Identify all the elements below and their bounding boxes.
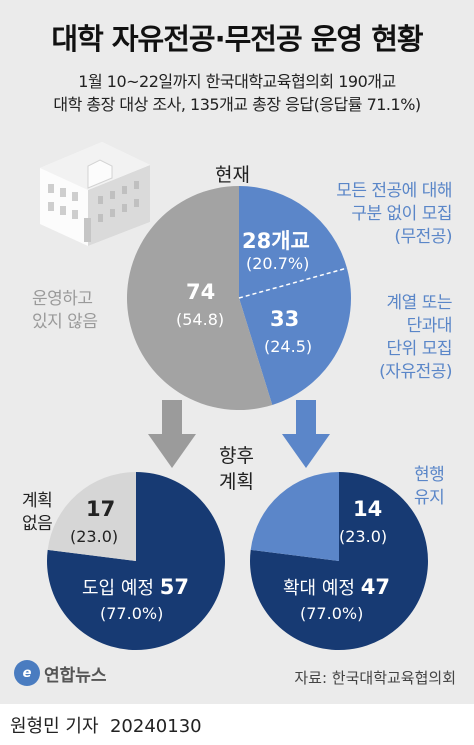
- subtitle-line-2: 대학 총장 대상 조사, 135개교 총장 응답(응답률 71.1%): [53, 95, 421, 114]
- pie-slice-0-0: [239, 186, 347, 298]
- charts-svg: [40, 142, 428, 651]
- university-building-icon: [40, 142, 150, 246]
- slice-introduce-text: 도입 예정 57: [82, 575, 189, 599]
- slice-not-operating-value: 74: [186, 280, 216, 304]
- slice-jayujeongong-pct: (24.5): [264, 337, 313, 356]
- pie-slice-0-2: [126, 186, 273, 410]
- slice-maintain-pct: (23.0): [339, 527, 388, 546]
- pie-slice-1-1: [47, 472, 136, 561]
- page-title: 대학 자유전공·무전공 운영 현황: [51, 22, 423, 56]
- logo-text: 연합뉴스: [44, 665, 107, 686]
- slice-mujeongong-desc: 모든 전공에 대해 구분 없이 모집 (무전공): [336, 181, 452, 247]
- slice-no-plan-pct: (23.0): [70, 527, 119, 546]
- slice-jayujeongong-desc: 계열 또는 단과대 단위 모집 (자유전공): [379, 293, 452, 382]
- reporter-credit: 원형민 기자 20240130: [10, 716, 202, 737]
- arrow-down-right: [282, 400, 330, 468]
- slice-introduce-pct: (77.0%): [100, 604, 164, 623]
- footer-bar: [0, 704, 474, 745]
- future-plan-pie-right: [250, 472, 428, 651]
- arrow-down-left: [148, 400, 196, 468]
- slice-maintain-desc: 현행 유지: [414, 465, 445, 508]
- slice-no-plan-desc: 계획 없음: [22, 491, 53, 534]
- slice-expand-pct: (77.0%): [300, 604, 364, 623]
- pie-slice-2-1: [250, 472, 339, 561]
- slice-no-plan-value: 17: [86, 497, 116, 521]
- current-status-pie: [126, 186, 351, 410]
- label-future: 향후 계획: [219, 445, 254, 493]
- subtitle-line-1: 1월 10~22일까지 한국대학교육협의회 190개교: [78, 72, 396, 91]
- source-note: 자료: 한국대학교육협의회: [294, 669, 456, 687]
- slice-mujeongong-value: 28개교: [242, 229, 310, 253]
- slice-not-operating-pct: (54.8): [176, 310, 225, 329]
- slice-jayujeongong-value: 33: [270, 307, 300, 331]
- future-plan-pie-left: [46, 472, 225, 651]
- slice-not-operating-desc: 운영하고 있지 않음: [32, 289, 98, 332]
- yonhap-logo: e 연합뉴스: [14, 660, 107, 686]
- logo-mark-icon: e: [14, 660, 40, 686]
- slice-divider-line: [238, 267, 348, 299]
- slice-mujeongong-pct: (20.7%): [246, 254, 310, 273]
- label-now: 현재: [215, 164, 250, 186]
- slice-expand-text: 확대 예정 47: [283, 575, 390, 599]
- slice-maintain-value: 14: [353, 497, 383, 521]
- pie-slice-0-1: [239, 268, 351, 405]
